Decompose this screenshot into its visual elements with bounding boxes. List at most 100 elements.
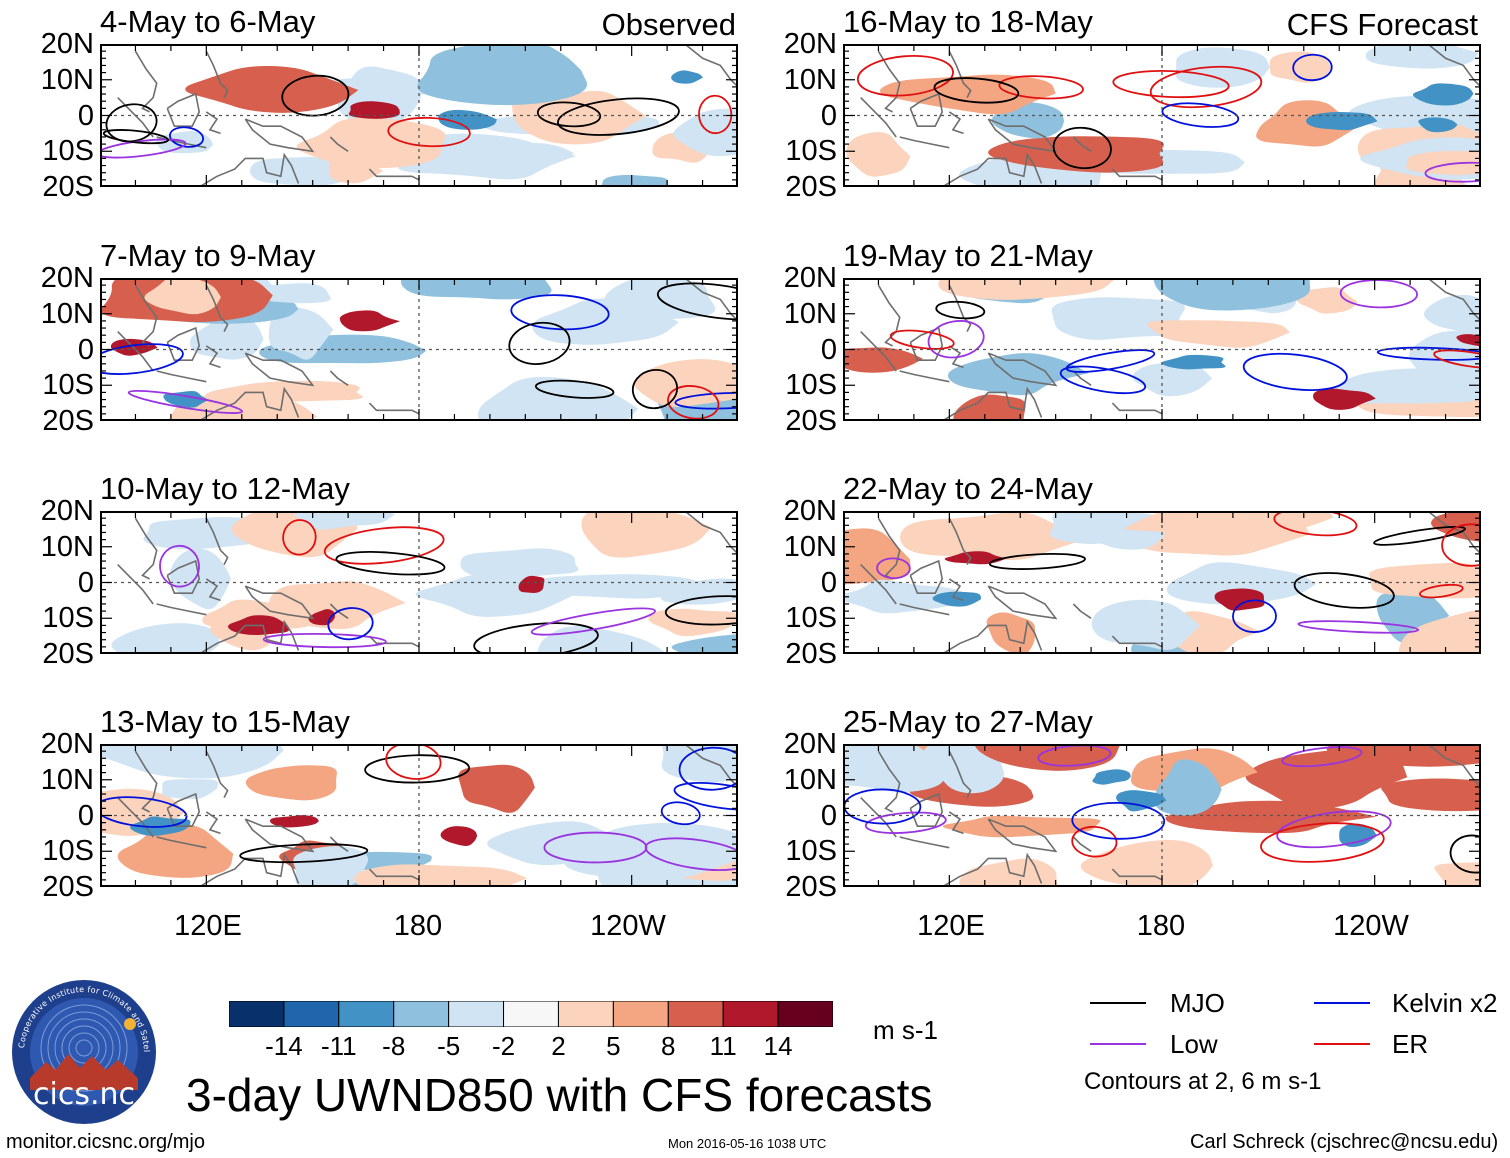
cfs-forecast-label: CFS Forecast bbox=[1286, 7, 1478, 42]
y-tick-label: 0 bbox=[820, 333, 837, 366]
coastline bbox=[156, 370, 207, 383]
panel-title: 4-May to 6-May bbox=[100, 4, 316, 39]
wave-contour bbox=[673, 781, 736, 811]
coastline bbox=[205, 111, 221, 135]
y-tick-label: 0 bbox=[77, 99, 94, 132]
coastline bbox=[987, 585, 1058, 620]
coastline bbox=[987, 818, 1058, 853]
wave-contour bbox=[935, 300, 986, 320]
coastline bbox=[1072, 603, 1092, 619]
coastline bbox=[1072, 136, 1092, 152]
map-panel bbox=[100, 278, 738, 421]
wave-contour bbox=[536, 101, 602, 128]
coastline bbox=[877, 284, 901, 347]
colorbar-tick-label: 8 bbox=[661, 1031, 676, 1061]
wave-contour bbox=[102, 796, 188, 828]
coastline bbox=[200, 386, 300, 419]
anomaly-shading bbox=[671, 634, 736, 652]
y-tick-label: 10N bbox=[783, 297, 837, 330]
anomaly-shading bbox=[1166, 562, 1317, 605]
anomaly-shading bbox=[1154, 759, 1222, 816]
coastline bbox=[1429, 513, 1479, 554]
anomaly-shading bbox=[900, 513, 1091, 561]
y-tick-label: 10N bbox=[783, 530, 837, 563]
wave-contour bbox=[678, 746, 736, 791]
coastline bbox=[1429, 746, 1479, 787]
footer-timestamp: Mon 2016-05-16 1038 UTC bbox=[668, 1136, 827, 1151]
colorbar-swatch bbox=[338, 1000, 395, 1028]
anomaly-shading bbox=[661, 746, 736, 783]
chart-title: 3-day UWND850 with CFS forecasts bbox=[186, 1069, 933, 1121]
coastline bbox=[899, 136, 950, 149]
y-tick-label: 10S bbox=[42, 135, 94, 168]
y-tick-label: 20S bbox=[42, 871, 94, 903]
y-tick-label: 20N bbox=[40, 495, 94, 527]
coastline bbox=[686, 513, 736, 554]
legend-label-low: Low bbox=[1170, 1029, 1218, 1059]
y-tick-label: 20N bbox=[40, 728, 94, 760]
anomaly-shading bbox=[169, 548, 231, 610]
legend-line-kelvin bbox=[1314, 1002, 1370, 1004]
colorbar-tick-label: -14 bbox=[265, 1031, 303, 1061]
wave-contour bbox=[105, 103, 158, 143]
anomaly-shading bbox=[354, 864, 528, 885]
anomaly-shading bbox=[986, 612, 1036, 652]
x-tick-label: 120E bbox=[917, 910, 985, 942]
y-tick-label: 10N bbox=[783, 63, 837, 96]
wave-contour bbox=[1161, 102, 1240, 128]
anomaly-shading bbox=[1418, 117, 1458, 133]
map-panel bbox=[843, 511, 1481, 654]
panel-title: 10-May to 12-May bbox=[100, 471, 350, 506]
coastline bbox=[948, 284, 972, 332]
cics-logo: Cooperative Institute for Climate and Sa… bbox=[7, 971, 158, 1126]
anomaly-shading bbox=[1214, 588, 1265, 611]
wave-contour bbox=[1449, 834, 1479, 874]
anomaly-shading bbox=[1406, 150, 1479, 175]
y-tick-label: 20N bbox=[783, 495, 837, 527]
coastline bbox=[205, 811, 221, 835]
map-panel bbox=[843, 744, 1481, 887]
coastline bbox=[948, 578, 964, 602]
wave-contour bbox=[1339, 280, 1418, 309]
anomaly-shading bbox=[532, 298, 679, 345]
coastline bbox=[686, 746, 736, 787]
y-tick-label: 10S bbox=[785, 135, 837, 168]
anomaly-shading bbox=[1412, 83, 1474, 106]
anomaly-shading bbox=[268, 306, 334, 360]
anomaly-shading bbox=[846, 132, 911, 177]
wave-contour bbox=[281, 74, 350, 117]
panel-plot bbox=[102, 46, 736, 185]
wave-contour bbox=[543, 831, 648, 864]
coastline bbox=[1072, 836, 1092, 852]
wave-contour bbox=[1281, 746, 1363, 768]
x-tick-label: 120W bbox=[590, 910, 666, 942]
panel-title: 16-May to 18-May bbox=[843, 4, 1093, 39]
y-tick-label: 10N bbox=[40, 530, 94, 563]
anomaly-shading bbox=[294, 513, 395, 530]
colorbar-tick-label: -8 bbox=[382, 1031, 406, 1061]
colorbar-tick-label: 5 bbox=[606, 1031, 621, 1061]
wave-contour bbox=[473, 622, 599, 652]
map-panel bbox=[843, 44, 1481, 187]
coastline bbox=[948, 811, 964, 835]
coastline bbox=[877, 50, 901, 113]
wave-contour bbox=[1232, 599, 1277, 633]
coastline bbox=[943, 386, 1043, 419]
y-tick-label: 10S bbox=[42, 835, 94, 868]
footer-author: Carl Schreck (cjschrec@ncsu.edu) bbox=[1190, 1131, 1499, 1153]
y-tick-label: 20N bbox=[783, 728, 837, 760]
coastline bbox=[948, 517, 972, 565]
wave-contour bbox=[335, 551, 446, 576]
coastline bbox=[948, 750, 972, 798]
wave-contour bbox=[1433, 349, 1479, 369]
panel-plot bbox=[102, 513, 736, 652]
x-tick-label: 180 bbox=[1136, 910, 1186, 942]
anomaly-shading bbox=[1313, 388, 1376, 410]
wave-contour bbox=[856, 54, 954, 97]
anomaly-shading bbox=[1146, 320, 1290, 348]
colorbar-swatch bbox=[393, 1000, 450, 1028]
coastline bbox=[134, 284, 158, 347]
y-tick-label: 0 bbox=[77, 333, 94, 366]
coastline bbox=[244, 818, 315, 853]
wave-contour bbox=[631, 368, 679, 410]
